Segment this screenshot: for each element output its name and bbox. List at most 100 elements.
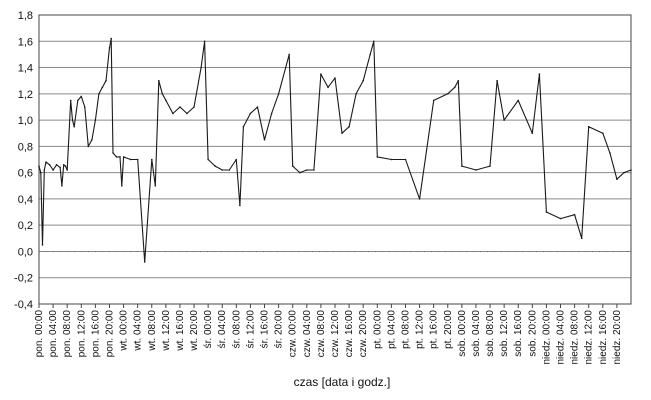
y-tick-label: -0,2 [14, 273, 33, 285]
y-tick-label: 0,8 [18, 141, 33, 153]
x-tick-label: śr. 00:00 [203, 310, 214, 349]
x-tick-label: pon. 04:00 [48, 310, 59, 358]
data-point [277, 93, 280, 95]
data-point [517, 99, 519, 102]
data-point [306, 169, 308, 171]
x-tick-label: sob. 20:00 [527, 310, 538, 357]
x-tick-label: wt. 12:00 [161, 310, 172, 352]
x-tick-label: sob. 08:00 [485, 310, 496, 357]
data-point [355, 93, 357, 95]
data-point [143, 261, 146, 263]
x-tick-label: czw. 20:00 [358, 310, 369, 358]
data-point [112, 152, 114, 154]
y-axis-tick-labels: -0,4 -0,2 0,0 0,2 0,4 0,6 0,8 1,0 1,2 1,4 1,6 1,8 [14, 10, 33, 311]
data-point [203, 40, 206, 43]
x-tick-label: czw. 12:00 [330, 310, 341, 358]
axes [38, 14, 632, 308]
data-point [122, 156, 125, 158]
data-point [55, 164, 58, 166]
data-point [587, 125, 590, 128]
x-tick-label: pt. 04:00 [386, 310, 397, 349]
data-point [165, 99, 167, 102]
data-point [43, 169, 46, 171]
data-point [373, 40, 375, 43]
y-tick-label: 0,4 [18, 194, 33, 206]
data-point [98, 93, 100, 95]
data-point [447, 93, 449, 95]
data-point [136, 158, 139, 161]
data-point [101, 86, 104, 89]
x-tick-label: pon. 20:00 [104, 310, 115, 358]
data-point [129, 158, 132, 161]
data-point [291, 165, 294, 167]
data-point [41, 244, 44, 246]
data-point [119, 156, 121, 158]
data-point [545, 211, 548, 213]
x-tick-label: śr. 12:00 [245, 310, 256, 349]
data-point [64, 165, 67, 167]
y-tick-label: 1,6 [18, 36, 33, 48]
data-point [214, 165, 216, 167]
data-point [362, 79, 365, 82]
x-tick-label: pon. 08:00 [62, 310, 73, 358]
data-point [432, 99, 435, 102]
x-tick-label: śr. 16:00 [260, 310, 271, 349]
data-point [228, 169, 231, 171]
data-point [62, 164, 65, 166]
y-tick-label: 1,2 [18, 89, 33, 101]
data-point [80, 95, 83, 98]
x-tick-label: śr. 04:00 [217, 310, 228, 349]
x-tick-label: pt. 12:00 [415, 310, 426, 349]
data-point [108, 47, 111, 49]
data-point [105, 79, 107, 82]
series-group [38, 37, 632, 263]
x-tick-label: wt. 20:00 [189, 310, 200, 352]
x-tick-label: czw. 16:00 [344, 310, 355, 358]
data-point [94, 119, 97, 121]
data-point [179, 106, 181, 108]
x-axis-label: czas [data i godz.] [294, 375, 391, 389]
data-point [84, 106, 86, 108]
data-point [299, 171, 301, 174]
data-point [602, 132, 604, 134]
x-tick-label: pt. 16:00 [429, 310, 440, 349]
data-point [270, 112, 273, 115]
x-tick-label: niedz. 00:00 [541, 310, 552, 365]
data-point [256, 106, 259, 108]
data-point [489, 165, 491, 167]
data-point [158, 79, 160, 82]
x-tick-label: wt. 04:00 [133, 310, 144, 352]
data-point [186, 112, 188, 115]
x-tick-label: sob. 12:00 [499, 310, 510, 357]
data-point [457, 79, 460, 82]
data-point [376, 156, 379, 158]
data-point [61, 185, 63, 187]
data-point [580, 237, 583, 240]
x-tick-label: wt. 16:00 [175, 310, 186, 352]
data-point [40, 171, 42, 174]
data-point [573, 213, 576, 216]
x-tick-label: niedz. 12:00 [584, 310, 595, 365]
x-tick-label: pon. 12:00 [76, 310, 87, 358]
data-point [154, 185, 157, 187]
data-point [71, 119, 74, 121]
data-point [369, 53, 372, 56]
x-tick-label: sob. 04:00 [471, 310, 482, 357]
x-tick-label: śr. 08:00 [231, 310, 242, 349]
y-tick-label: -0,4 [14, 299, 33, 311]
data-point [52, 169, 54, 171]
data-point [193, 106, 195, 108]
data-point [496, 79, 498, 82]
data-point [418, 198, 421, 200]
data-point [284, 66, 287, 69]
x-tick-label: czw. 08:00 [316, 310, 327, 358]
data-point [45, 161, 47, 163]
data-point [327, 86, 329, 89]
x-tick-label: niedz. 16:00 [598, 310, 609, 365]
data-point [531, 132, 534, 134]
data-point [320, 73, 322, 75]
data-point [503, 119, 505, 121]
data-point [454, 86, 456, 89]
data-point [121, 185, 123, 187]
